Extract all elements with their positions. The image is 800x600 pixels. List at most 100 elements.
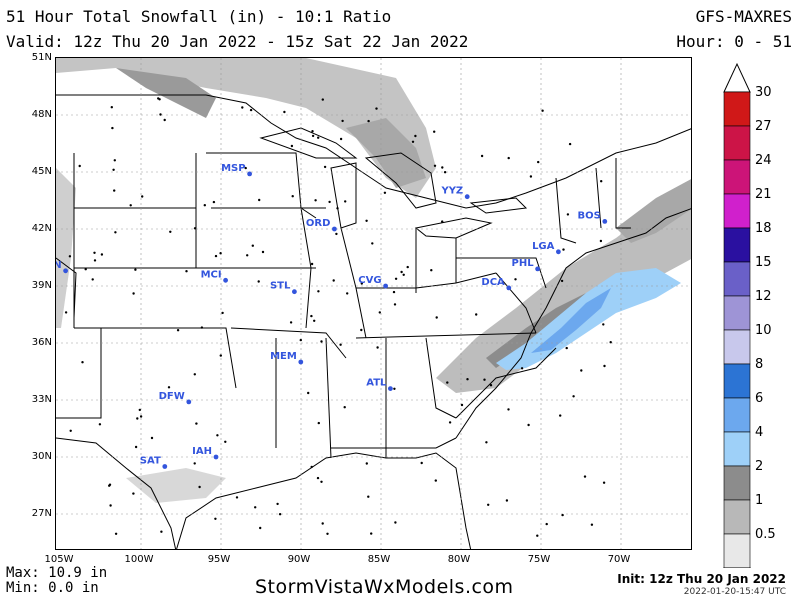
station-dot: [185, 270, 188, 273]
station-dot: [244, 166, 247, 170]
station-dot: [568, 142, 572, 146]
station-dot: [360, 328, 363, 332]
station-dots: [64, 97, 612, 537]
station-dot: [114, 532, 118, 535]
legend-label: 0.5: [755, 527, 776, 542]
city-marker-stl: [292, 289, 297, 295]
station-dot: [313, 319, 316, 322]
lat-label: 27N: [31, 508, 52, 519]
station-dot: [505, 499, 509, 502]
station-dot: [392, 290, 396, 294]
station-dot: [176, 329, 180, 332]
lat-label: 33N: [31, 394, 52, 405]
station-dot: [193, 227, 197, 230]
station-dot: [367, 119, 370, 123]
city-label-bos: BOS: [577, 210, 600, 221]
station-dot: [321, 522, 324, 525]
station-dot: [221, 311, 224, 315]
city-markers: MSP YYZ BOS ORD DEN PHL LGA MCI CVG DCA STL MEM ATL D…: [56, 163, 608, 469]
legend-swatch: [723, 465, 751, 501]
station-dot: [336, 207, 339, 210]
city-marker-msp: [247, 171, 253, 177]
station-dot: [487, 503, 490, 506]
station-dot: [316, 476, 320, 480]
map-canvas: MSP YYZ BOS ORD DEN PHL LGA MCI CVG DCA STL MEM ATL D…: [56, 58, 691, 549]
station-dot: [317, 421, 320, 425]
station-dot: [214, 254, 218, 258]
station-dot: [278, 513, 282, 516]
station-dot: [344, 200, 347, 203]
lat-label: 42N: [31, 223, 52, 234]
station-dot: [167, 386, 171, 389]
station-dot: [291, 195, 294, 198]
station-dot: [480, 154, 484, 158]
station-dot: [134, 445, 138, 449]
map-title: 51 Hour Total Snowfall (in) - 10:1 Ratio: [6, 7, 392, 26]
legend-label: 27: [755, 119, 772, 134]
station-dot: [514, 278, 517, 281]
station-dot: [311, 130, 314, 133]
lon-label: 70W: [607, 554, 631, 565]
station-dot: [339, 343, 342, 346]
station-dot: [289, 321, 293, 324]
station-dot: [370, 532, 373, 535]
legend-swatch: [723, 159, 751, 195]
forecast-hour-range: Hour: 0 - 51: [676, 32, 792, 51]
station-dot: [375, 107, 378, 110]
station-dot: [602, 323, 605, 326]
station-dot: [254, 506, 257, 509]
station-dot: [310, 314, 313, 318]
station-dot: [599, 239, 603, 243]
station-dot: [91, 278, 94, 281]
station-dot: [224, 440, 227, 443]
lat-label: 51N: [31, 52, 52, 63]
station-dot: [537, 160, 540, 164]
station-dot: [235, 496, 239, 499]
city-label-yyz: YYZ: [440, 186, 463, 197]
lat-label: 30N: [31, 451, 52, 462]
lat-label: 48N: [31, 109, 52, 120]
station-dot: [111, 126, 114, 130]
snow-area-lakes: [346, 118, 426, 188]
station-dot: [257, 280, 260, 283]
station-dot: [314, 199, 317, 202]
station-dot: [317, 136, 320, 139]
city-label-sat: SAT: [140, 456, 161, 467]
station-dot: [541, 109, 544, 112]
legend-label: 12: [755, 289, 772, 304]
lat-lon-grid: [56, 58, 691, 549]
legend-swatch: [723, 499, 751, 535]
city-label-ord: ORD: [306, 218, 331, 229]
station-dot: [159, 113, 162, 116]
lat-label: 45N: [31, 166, 52, 177]
station-dot: [198, 485, 201, 489]
station-dot: [214, 517, 217, 520]
station-dot: [609, 341, 612, 344]
station-dot: [420, 461, 423, 465]
city-label-mem: MEM: [270, 351, 297, 362]
legend-swatch: [723, 431, 751, 467]
station-dot: [460, 403, 464, 407]
station-dot: [434, 479, 437, 482]
city-marker-yyz: [464, 194, 470, 200]
station-dot: [562, 248, 565, 251]
station-dot: [108, 484, 111, 487]
legend-swatch: [723, 295, 751, 331]
lon-label: 105W: [44, 554, 74, 565]
station-dot: [430, 269, 433, 272]
station-dot: [109, 504, 112, 507]
legend-top-arrow: [723, 62, 751, 93]
station-dot: [134, 268, 137, 271]
snowfall-legend: [723, 62, 751, 568]
station-dot: [536, 534, 539, 537]
station-dot: [241, 106, 244, 109]
snow-area-north: [56, 58, 436, 198]
station-dot: [132, 492, 135, 495]
city-marker-lga: [556, 249, 561, 255]
city-marker-phl: [535, 266, 540, 272]
legend-swatch: [723, 91, 751, 127]
station-dot: [485, 441, 488, 444]
station-dot: [475, 313, 478, 316]
legend-label: 8: [755, 357, 764, 372]
model-name: GFS-MAXRES: [695, 7, 792, 26]
